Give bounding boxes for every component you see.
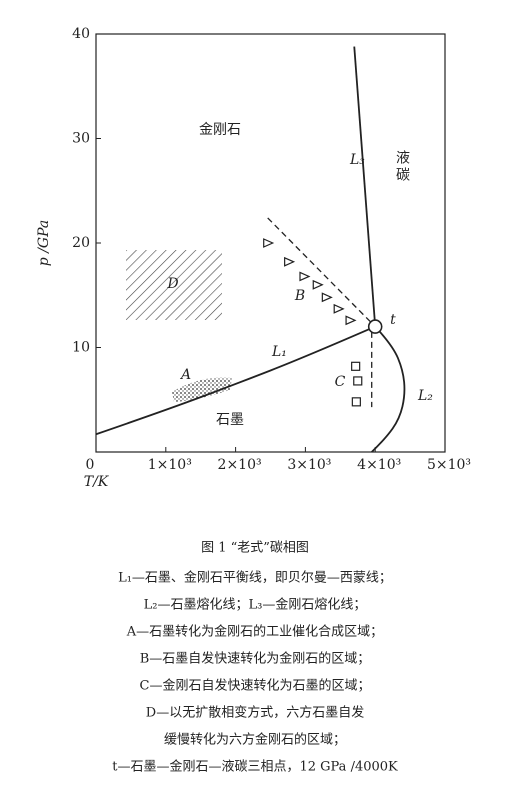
x-tick-label: 4×10³ bbox=[357, 457, 401, 473]
caption-line: D—以无扩散相变方式，六方石墨自发 bbox=[146, 705, 364, 721]
curve bbox=[353, 46, 377, 327]
triangle-marker bbox=[284, 256, 296, 267]
x-tick-label: 3×10³ bbox=[287, 457, 331, 473]
curve-label: L₁ bbox=[271, 344, 287, 360]
triangle-marker bbox=[345, 315, 357, 326]
region-label: C bbox=[335, 374, 346, 390]
curve bbox=[267, 217, 376, 328]
region-label: A bbox=[179, 367, 191, 383]
x-tick-label: 2×10³ bbox=[218, 457, 262, 473]
triangle-marker bbox=[333, 303, 345, 314]
region-label: 液碳 bbox=[394, 150, 410, 184]
region-label: D bbox=[166, 276, 178, 292]
square-marker bbox=[351, 397, 361, 407]
caption-line: t—石墨—金刚石—液碳三相点，12 GPa /4000K bbox=[112, 759, 398, 775]
region-d bbox=[126, 250, 222, 320]
region-label: t bbox=[390, 312, 396, 328]
caption-line: 缓慢转化为六方金刚石的区域； bbox=[164, 732, 346, 748]
region-a bbox=[172, 377, 232, 402]
square-marker bbox=[353, 376, 363, 386]
y-tick-label: 10 bbox=[72, 340, 90, 356]
triangle-marker bbox=[263, 238, 275, 248]
y-axis-label: p /GPa bbox=[36, 220, 52, 266]
triple-point bbox=[367, 319, 383, 334]
x-tick-label: 5×10³ bbox=[427, 457, 471, 473]
caption-line: L₁—石墨、金刚石平衡线，即贝尔曼—西蒙线； bbox=[118, 570, 392, 586]
region-label: 金刚石 bbox=[199, 122, 241, 138]
y-tick-label: 30 bbox=[72, 131, 90, 147]
region-label: 石墨 bbox=[216, 412, 244, 428]
y-tick-label: 20 bbox=[72, 235, 90, 251]
triangle-marker bbox=[321, 292, 333, 303]
curve bbox=[371, 325, 406, 453]
caption: 图 1 “老式”碳相图 L₁—石墨、金刚石平衡线，即贝尔曼—西蒙线； L₂—石墨熔… bbox=[112, 541, 398, 775]
triangle-marker bbox=[299, 271, 311, 282]
caption-line: B—石墨自发快速转化为金刚石的区域； bbox=[140, 651, 371, 667]
x-tick-label: 0 bbox=[86, 457, 95, 473]
square-marker bbox=[351, 361, 361, 371]
caption-line: L₂—石墨熔化线；L₃—金刚石熔化线； bbox=[144, 597, 367, 613]
x-tick-label: 1×10³ bbox=[148, 457, 192, 473]
curve-label: L₃ bbox=[349, 152, 365, 168]
x-axis-label: T/K bbox=[84, 474, 110, 490]
caption-title: 图 1 “老式”碳相图 bbox=[201, 541, 309, 556]
triangle-marker bbox=[312, 279, 324, 290]
caption-line: C—金刚石自发快速转化为石墨的区域； bbox=[140, 678, 371, 694]
caption-line: A—石墨转化为金刚石的工业催化合成区域； bbox=[126, 624, 383, 640]
curve-label: L₂ bbox=[417, 388, 433, 404]
region-label: B bbox=[294, 288, 305, 304]
y-tick-label: 40 bbox=[72, 26, 90, 42]
curve bbox=[95, 325, 376, 436]
